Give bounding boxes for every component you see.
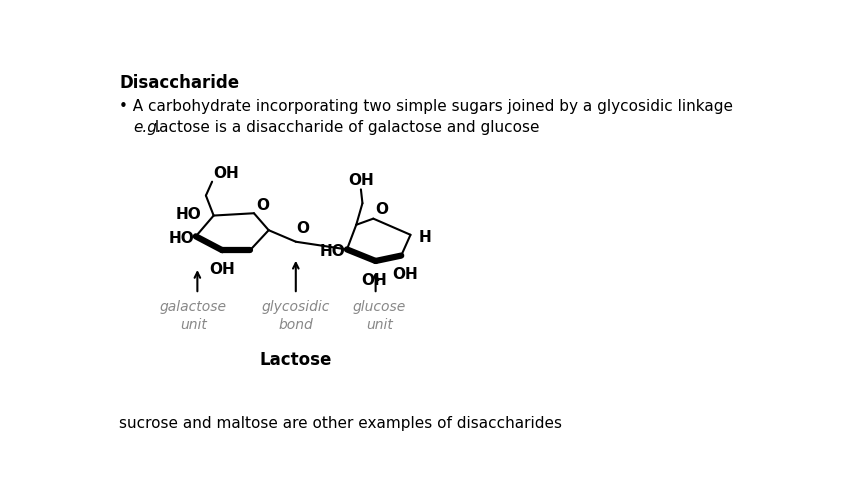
Text: OH: OH [361, 272, 387, 287]
Text: H: H [418, 229, 431, 244]
Text: O: O [376, 201, 389, 216]
Text: OH: OH [214, 166, 239, 181]
Text: Disaccharide: Disaccharide [120, 74, 239, 92]
Text: OH: OH [392, 267, 418, 282]
Text: galactose
unit: galactose unit [160, 299, 227, 332]
Text: Lactose: Lactose [260, 351, 332, 369]
Text: lactose is a disaccharide of galactose and glucose: lactose is a disaccharide of galactose a… [150, 120, 540, 135]
Text: glycosidic
bond: glycosidic bond [262, 299, 330, 332]
Text: HO: HO [320, 244, 346, 259]
Text: glucose
unit: glucose unit [352, 299, 406, 332]
Text: OH: OH [348, 173, 374, 188]
Text: • A carbohydrate incorporating two simple sugars joined by a glycosidic linkage: • A carbohydrate incorporating two simpl… [120, 99, 734, 114]
Text: HO: HO [169, 231, 194, 246]
Text: sucrose and maltose are other examples of disaccharides: sucrose and maltose are other examples o… [120, 415, 562, 430]
Text: OH: OH [210, 262, 235, 277]
Text: O: O [256, 197, 269, 212]
Text: O: O [296, 220, 309, 235]
Text: HO: HO [176, 206, 201, 221]
Text: e.g.: e.g. [133, 120, 162, 135]
